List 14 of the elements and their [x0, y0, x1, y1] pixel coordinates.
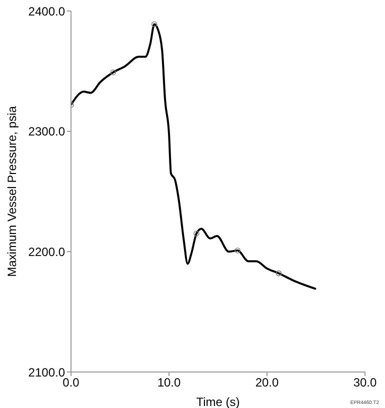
x-tick-label: 20.0 [255, 376, 279, 390]
point [151, 21, 158, 28]
x-tick-label: 10.0 [157, 376, 181, 390]
point [276, 270, 282, 276]
x-tick-label: 30.0 [353, 376, 377, 390]
point [194, 230, 200, 237]
y-tick-label: 2300.0 [28, 124, 66, 139]
point [234, 248, 240, 254]
y-axis-title: Maximum Vessel Pressure, psia [4, 106, 19, 277]
y-tick-label: 2100.0 [28, 365, 66, 380]
x-tick-label: 0.0 [62, 376, 80, 390]
y-tick-label: 2200.0 [28, 244, 66, 259]
point [110, 69, 116, 76]
y-tick-label: 2400.0 [28, 4, 66, 18]
